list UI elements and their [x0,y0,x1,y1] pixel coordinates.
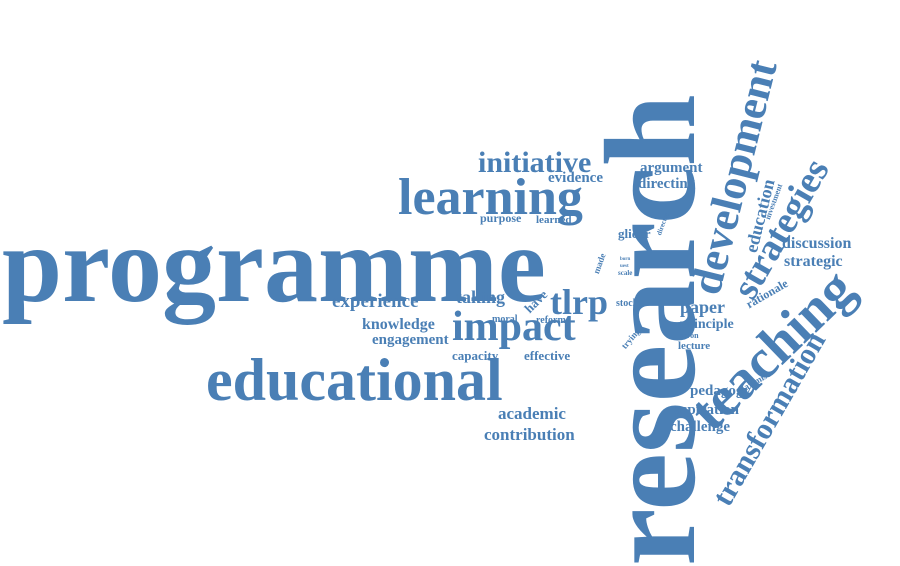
word-engagement: engagement [372,332,449,348]
word-initiative: initiative [478,146,592,179]
word-scale: scale [618,269,633,277]
word-born: born [620,257,631,262]
word-evidence: evidence [548,170,603,186]
word-contribution: contribution [484,425,575,444]
word-principle: principle [680,317,734,332]
word-stock: stock [616,298,639,309]
word-discussion: discussion [782,235,852,252]
word-purpose: purpose [480,211,522,225]
word-learned: learned [536,214,572,226]
word-learning: learning [398,169,583,226]
word-pedagogy: pedagogy [690,383,751,399]
word-tlrp: tlrp [550,282,608,322]
word-capacity: capacity [452,348,499,363]
word-impact: impact [452,304,576,350]
word-directing: directing [638,176,696,192]
word-moral: moral [492,314,518,325]
word-academic: academic [498,404,566,423]
word-paper: paper [680,297,725,317]
word-uest: uest [620,264,629,269]
word-lecture: lecture [678,340,711,352]
word-educational: educational [206,347,503,413]
word-challenge: challenge [670,419,730,435]
word-effective: effective [524,348,571,363]
word-programme: programme [2,206,546,325]
word-glider: glider [618,226,651,241]
word-experience: experience [332,291,419,312]
word-knowledge: knowledge [362,316,435,333]
word-taking: taking [456,287,506,307]
word-seron: seron [680,331,699,340]
word-argument: argument [640,160,703,176]
word-reform: reform [536,315,566,326]
word-strategic: strategic [784,253,843,270]
word-aspiration: aspiration [674,402,740,418]
